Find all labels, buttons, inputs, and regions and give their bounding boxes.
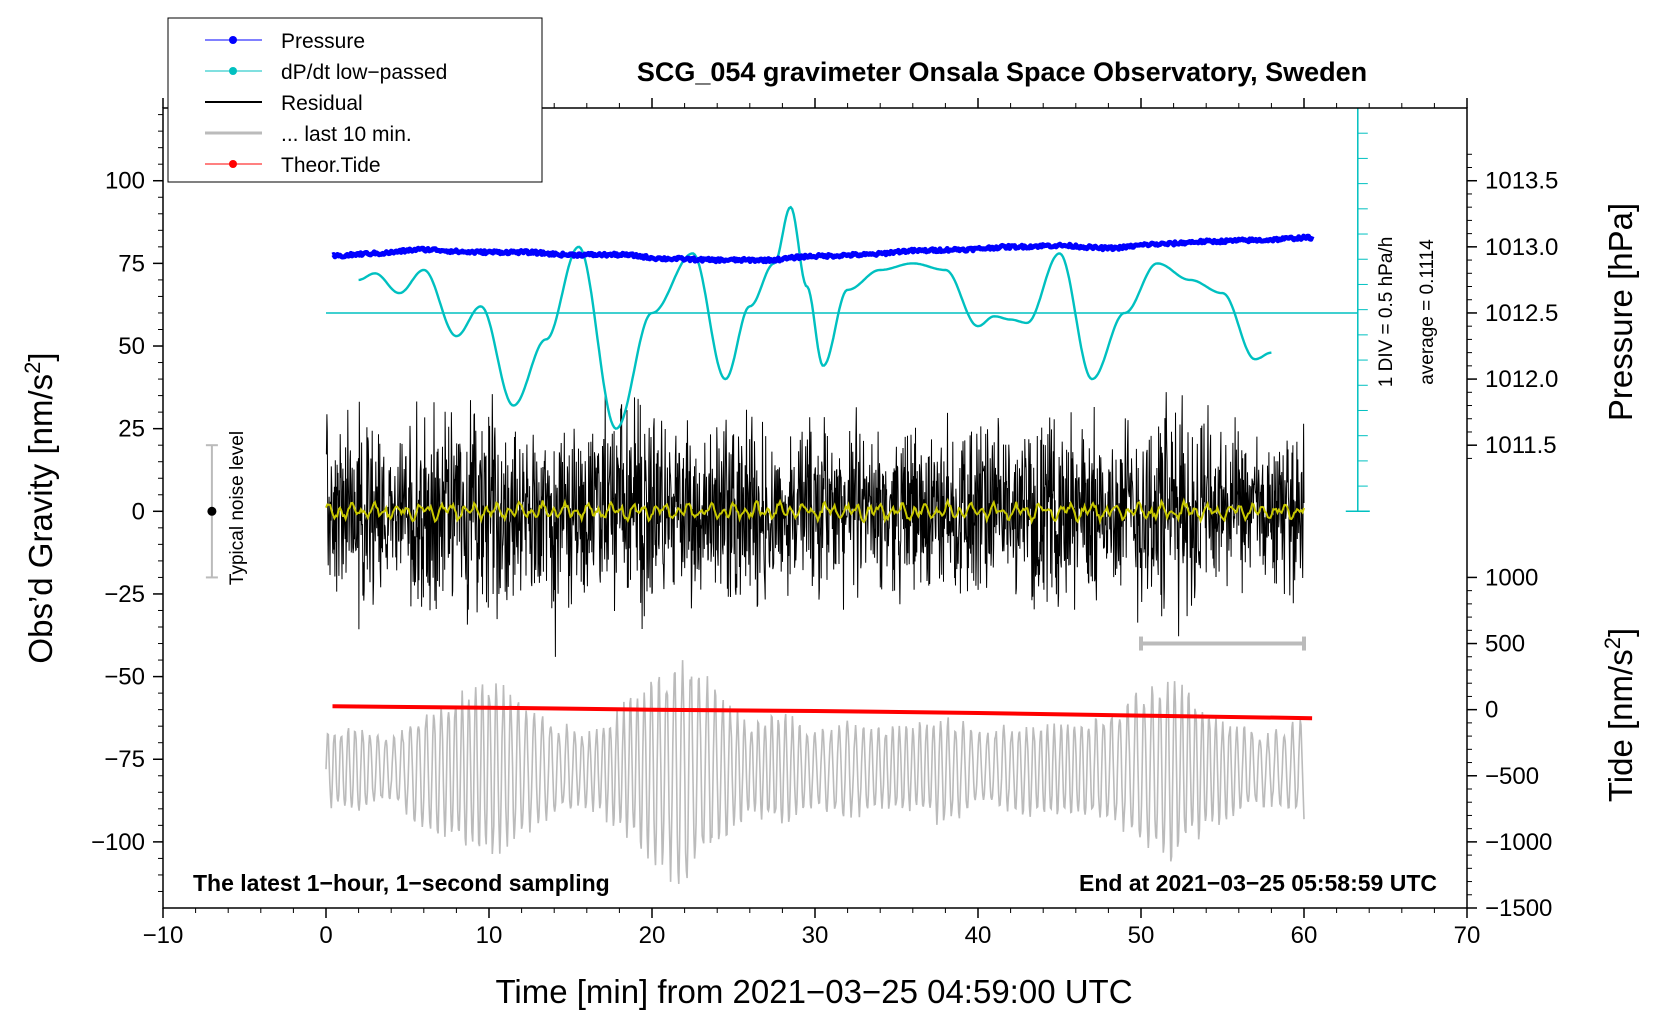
y-tick-label: 25 (118, 416, 145, 443)
theor-tide-series (332, 704, 1313, 721)
x-tick-label: 50 (1128, 922, 1155, 949)
y-axis-title-left: Obs’d Gravity [nm/s2] (20, 352, 59, 663)
legend-marker (229, 36, 237, 44)
pressure-tick-label: 1012.0 (1485, 366, 1558, 393)
tide-axis-title-main: Tide [nm/s (1602, 649, 1639, 802)
x-tick-label: 70 (1454, 922, 1481, 949)
legend-label: Pressure (281, 30, 365, 53)
x-axis-title: Time [min] from 2021−03−25 04:59:00 UTC (495, 973, 1132, 1010)
y-axis-title-left-sup: 2 (20, 362, 45, 374)
legend-label: Theor.Tide (281, 154, 381, 177)
axes: −10 0 10 20 30 40 50 60 701007550250−25−50−75−10… (91, 98, 1558, 949)
last-10-min-series (325, 660, 1305, 884)
noise-level-label: Typical noise level (227, 431, 248, 585)
dpdt-scale-bar (1345, 107, 1370, 513)
y-tick-label: −50 (104, 664, 145, 691)
residual-smoothed-series (325, 497, 1305, 526)
residual-smoothed-line (325, 497, 1305, 526)
x-tick-label: −10 (143, 922, 184, 949)
tide-tick-label: 1000 (1485, 564, 1538, 591)
annotation-right: End at 2021−03−25 05:58:59 UTC (1079, 870, 1437, 896)
x-tick-label: 10 (476, 922, 503, 949)
residual-series (325, 392, 1305, 657)
legend-label: dP/dt low−passed (281, 61, 447, 84)
y-tick-label: −75 (104, 746, 145, 773)
tide-axis-title: Tide [nm/s2] (1600, 628, 1639, 802)
tide-tick-label: −500 (1485, 763, 1539, 790)
y-tick-label: −100 (91, 829, 145, 856)
y-tick-label: 0 (132, 498, 145, 525)
pressure-tick-label: 1011.5 (1485, 432, 1557, 459)
x-tick-label: 60 (1291, 922, 1318, 949)
annotation-left: The latest 1−hour, 1−second sampling (193, 870, 610, 896)
last-10-min-line (325, 660, 1305, 884)
x-tick-label: 20 (639, 922, 666, 949)
chart-title: SCG_054 gravimeter Onsala Space Observat… (637, 57, 1367, 87)
dpdt-div-label: 1 DIV = 0.5 hPa/h (1376, 237, 1397, 388)
ten-minute-bar (1139, 636, 1306, 651)
pressure-tick-label: 1013.5 (1485, 168, 1558, 195)
noise-level-bar (205, 444, 218, 579)
pressure-line (331, 233, 1315, 265)
x-tick-label: 0 (319, 922, 332, 949)
y-axis-title-left-close: ] (22, 352, 59, 361)
tide-tick-label: 0 (1485, 697, 1498, 724)
legend-label: Residual (281, 92, 363, 115)
tide-axis-title-close: ] (1602, 628, 1639, 637)
pressure-axis-title: Pressure [hPa] (1602, 203, 1639, 421)
x-tick-label: 30 (802, 922, 829, 949)
x-tick-label: 40 (965, 922, 992, 949)
pressure-series (331, 233, 1315, 265)
y-tick-label: −25 (104, 581, 145, 608)
tide-axis-title-sup: 2 (1600, 637, 1625, 649)
y-tick-label: 100 (105, 168, 145, 195)
y-axis-title-left-main: Obs’d Gravity [nm/s (22, 374, 59, 664)
legend-marker (229, 67, 237, 75)
dpdt-series (326, 205, 1358, 430)
y-tick-label: 50 (118, 333, 145, 360)
dpdt-average-label: average = 0.1114 (1417, 239, 1438, 385)
tide-tick-label: 500 (1485, 631, 1525, 658)
theor-tide-line (332, 704, 1313, 721)
y-tick-label: 75 (118, 250, 145, 277)
noise-bar-dot (207, 506, 217, 516)
legend-marker (229, 160, 237, 168)
pressure-tick-label: 1012.5 (1485, 300, 1558, 327)
legend-label: ... last 10 min. (281, 123, 412, 146)
pressure-tick-label: 1013.0 (1485, 234, 1558, 261)
legend-box (167, 17, 543, 183)
tide-tick-label: −1500 (1485, 895, 1552, 922)
dpdt-line (358, 205, 1272, 430)
residual-line (325, 392, 1305, 657)
tide-tick-label: −1000 (1485, 829, 1552, 856)
legend: Pressure dP/dt low−passed Residual ... last… (167, 17, 543, 183)
